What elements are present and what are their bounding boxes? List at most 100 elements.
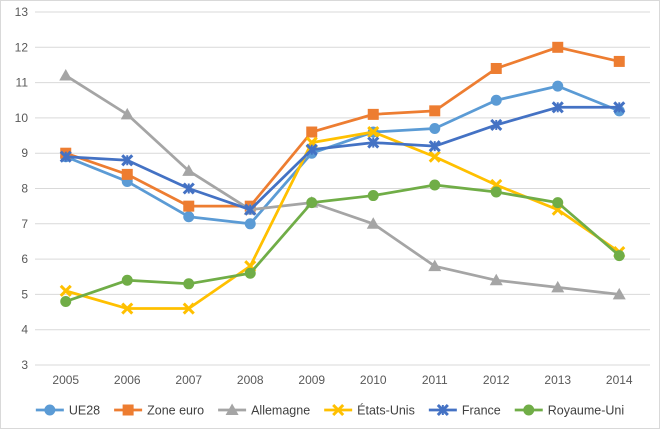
data-point-france	[305, 143, 318, 156]
data-point-ue28	[429, 122, 441, 134]
data-point-etats-unis	[121, 302, 134, 315]
data-point-etats-unis	[59, 284, 72, 297]
x-tick-label: 2006	[114, 373, 141, 387]
data-point-ue28	[552, 80, 564, 92]
y-tick-label: 9	[21, 146, 28, 160]
data-point-etats-unis	[367, 125, 380, 139]
data-point-royaume-uni	[367, 190, 379, 202]
legend-label: Zone euro	[147, 404, 204, 418]
series-line-zone-euro	[64, 45, 621, 208]
series-royaume-uni	[60, 179, 625, 307]
series-line-allemagne	[64, 74, 621, 296]
series-group	[59, 41, 626, 315]
data-point-royaume-uni	[244, 267, 256, 279]
x-tick-label: 2009	[298, 373, 325, 387]
data-point-france	[59, 150, 72, 163]
data-point-france	[367, 136, 380, 149]
legend-label: Royaume-Uni	[548, 404, 624, 418]
data-point-royaume-uni	[183, 278, 195, 290]
data-point-zone-euro	[183, 200, 195, 212]
data-point-royaume-uni	[613, 250, 625, 262]
legend-item-etats-unis: États-Unis	[324, 403, 415, 418]
x-tick-label: 2011	[422, 373, 448, 387]
data-point-allemagne	[120, 107, 134, 120]
legend-label: États-Unis	[357, 403, 415, 418]
grid	[35, 11, 650, 366]
legend-label: France	[462, 404, 501, 418]
legend-label: Allemagne	[251, 404, 310, 418]
data-point-allemagne	[366, 217, 380, 229]
x-tick-label: 2005	[52, 373, 79, 387]
series-line-ue28	[64, 84, 621, 226]
series-line-france	[64, 105, 621, 212]
data-point-france	[490, 118, 503, 132]
y-tick-label: 4	[21, 323, 28, 337]
x-tick-label: 2010	[360, 373, 387, 387]
y-tick-label: 3	[21, 358, 28, 372]
legend-item-ue28: UE28	[35, 404, 100, 418]
legend-marker	[122, 404, 134, 416]
series-allemagne	[59, 69, 626, 300]
data-point-royaume-uni	[490, 186, 502, 198]
legend-marker	[332, 403, 345, 417]
legend-marker	[44, 404, 56, 416]
y-tick-label: 11	[16, 76, 29, 90]
y-tick-label: 6	[21, 252, 28, 266]
x-tick-label: 2013	[544, 373, 571, 387]
x-axis-ticks: 2005 2006 2007 2008 2009 2010 2011 2012 2013 2014	[52, 373, 633, 387]
legend-label: UE28	[69, 404, 100, 418]
legend-item-royaume-uni: Royaume-Uni	[514, 404, 624, 418]
data-point-france	[121, 154, 134, 167]
x-tick-label: 2008	[237, 373, 264, 387]
data-point-france	[613, 101, 626, 114]
data-point-etats-unis	[428, 150, 441, 163]
y-tick-label: 10	[15, 111, 29, 125]
y-tick-label: 13	[15, 5, 29, 19]
legend: UE28 Zone euro Allemagne États-Unis France Ro…	[35, 403, 624, 418]
data-point-etats-unis	[182, 302, 195, 315]
y-axis-ticks: 3 4 5 6 7 8 9 10 11 12 13	[15, 5, 29, 372]
data-point-france	[182, 182, 195, 195]
data-point-royaume-uni	[121, 274, 133, 286]
data-point-allemagne	[182, 164, 196, 176]
legend-marker	[523, 404, 535, 416]
legend-marker	[436, 403, 449, 417]
legend-item-allemagne: Allemagne	[218, 403, 310, 418]
data-point-allemagne	[428, 259, 442, 272]
legend-item-zone-euro: Zone euro	[114, 404, 204, 418]
series-line-royaume-uni	[64, 183, 621, 303]
data-point-allemagne	[59, 69, 73, 81]
series-ue28	[60, 80, 625, 230]
y-tick-label: 12	[15, 40, 29, 54]
data-point-allemagne	[551, 280, 565, 293]
data-point-zone-euro	[306, 126, 318, 138]
data-point-royaume-uni	[306, 197, 318, 209]
data-point-france	[244, 203, 257, 216]
x-tick-label: 2007	[175, 373, 202, 387]
y-tick-label: 8	[21, 182, 28, 196]
data-point-zone-euro	[367, 108, 379, 120]
data-point-zone-euro	[490, 62, 502, 74]
legend-marker	[225, 403, 239, 415]
data-point-ue28	[183, 211, 195, 223]
y-tick-label: 5	[21, 287, 28, 301]
legend-item-france: France	[428, 403, 501, 418]
data-point-royaume-uni	[552, 197, 564, 209]
x-tick-label: 2014	[606, 373, 633, 387]
data-point-allemagne	[489, 273, 503, 286]
data-point-france	[428, 140, 441, 153]
y-tick-label: 7	[21, 217, 28, 231]
data-point-royaume-uni	[429, 179, 441, 191]
x-tick-label: 2012	[483, 373, 510, 387]
data-point-allemagne	[612, 287, 626, 300]
data-point-royaume-uni	[60, 295, 72, 307]
data-point-zone-euro	[613, 55, 625, 67]
data-point-france	[551, 101, 564, 114]
data-point-zone-euro	[429, 105, 441, 117]
data-point-ue28	[244, 218, 256, 230]
series-france	[59, 101, 626, 216]
data-point-ue28	[490, 94, 502, 106]
